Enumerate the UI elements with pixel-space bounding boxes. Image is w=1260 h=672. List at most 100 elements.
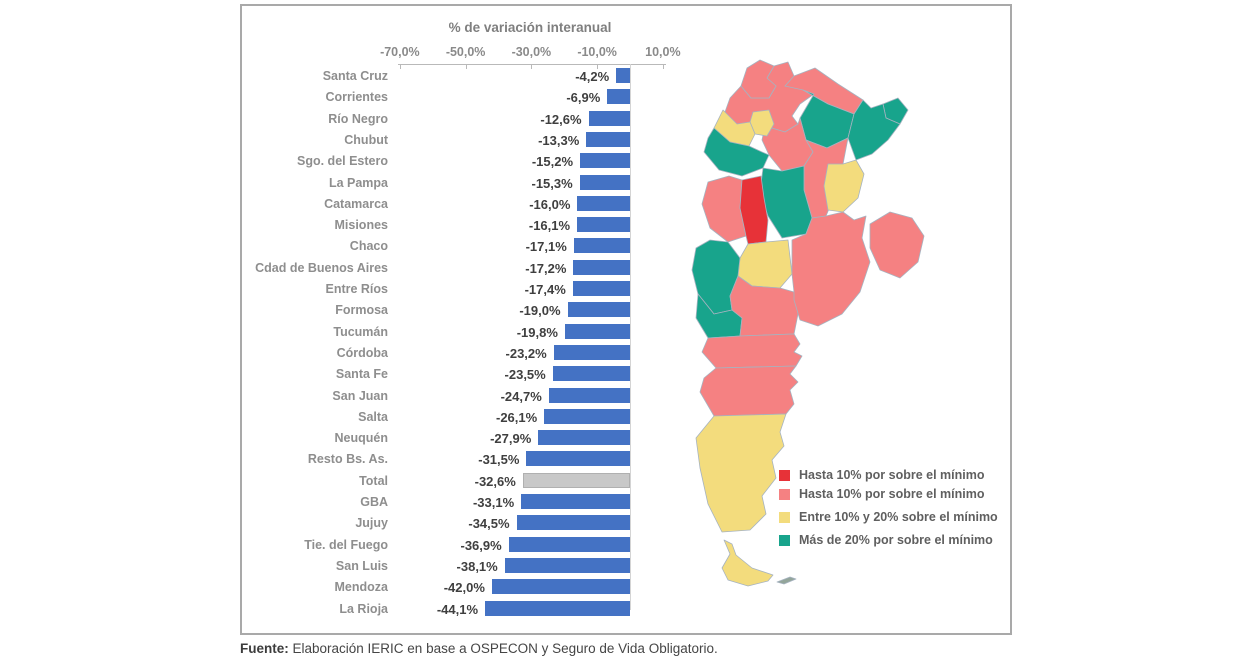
bar-chaco [573, 238, 630, 254]
map-region-rio-negro [701, 333, 803, 369]
map-region-islet [776, 576, 797, 585]
map-region-corrientes [847, 99, 901, 161]
category-label: Formosa [335, 303, 388, 318]
source-note-text: Elaboración IERIC en base a OSPECON y Se… [288, 641, 718, 656]
category-label: Jujuy [355, 516, 388, 531]
source-note: Fuente: Elaboración IERIC en base a OSPE… [240, 641, 718, 656]
bar-misiones [577, 217, 630, 233]
category-label: San Luis [335, 558, 388, 573]
map-region-buenos-aires [791, 211, 871, 327]
legend-item: Más de 20% por sobre el mínimo [779, 533, 993, 547]
bar-san-juan [548, 387, 630, 403]
legend-swatch-yellow [779, 511, 790, 523]
bar-san-luis [504, 557, 630, 573]
value-label: -15,3% [531, 175, 573, 191]
category-label: Corrientes [325, 90, 388, 105]
category-label: Resto Bs. As. [307, 452, 388, 467]
value-label: -33,1% [472, 495, 515, 510]
bar-mendoza [491, 579, 630, 595]
category-label: Tie. del Fuego [304, 537, 388, 552]
category-label: Salta [358, 409, 388, 424]
bar-r-o-negro [588, 110, 630, 126]
map-region-san-luis [737, 239, 793, 289]
bar-sgo-del-estero [580, 153, 630, 169]
legend-label: Hasta 10% por sobre el mínimo [799, 487, 985, 501]
value-label: -16,1% [528, 218, 571, 234]
value-label: -23,2% [505, 345, 547, 361]
category-label: La Rioja [339, 601, 388, 616]
legend-swatch-teal [779, 534, 790, 546]
category-label: Misiones [334, 218, 389, 233]
value-label: -19,0% [519, 303, 561, 319]
x-tick-mark [662, 64, 664, 69]
x-tick-mark [465, 64, 467, 69]
legend-label: Hasta 10% por sobre el mínimo [799, 468, 985, 482]
bar-santa-fe [552, 366, 630, 382]
bar-formosa [567, 302, 630, 318]
bar-neuqu-n [538, 430, 630, 446]
x-tick-label: -50,0% [445, 45, 486, 59]
x-tick-label: 10,0% [645, 45, 681, 59]
legend-item: Hasta 10% por sobre el mínimo [779, 468, 984, 482]
value-label: -19,8% [516, 324, 558, 340]
bar-salta [544, 408, 630, 424]
x-tick-mark [399, 64, 401, 69]
category-label: Cdad de Buenos Aires [255, 260, 388, 275]
value-label: -17,1% [525, 239, 567, 255]
bar-resto-bs-as- [526, 451, 630, 467]
value-label: -24,7% [500, 388, 542, 404]
value-label: -34,5% [468, 516, 510, 532]
x-tick-label: -70,0% [380, 45, 420, 59]
value-label: -38,1% [456, 558, 498, 574]
map-region-cordoba [759, 165, 813, 239]
x-tick-label: -10,0% [577, 45, 617, 59]
x-tick-mark [597, 64, 599, 69]
map-region-buenos-aires-este [869, 211, 925, 279]
category-label: Total [359, 473, 388, 488]
value-label: -16,0% [529, 196, 571, 212]
map-region-entre-rios [823, 159, 865, 213]
map-region-chubut [699, 365, 799, 417]
value-label: -12,6% [540, 111, 582, 127]
bar-la-rioja [485, 600, 630, 616]
category-label: Catamarca [324, 196, 388, 211]
category-label: Neuquén [334, 431, 388, 446]
value-label: -26,1% [495, 409, 538, 425]
value-label: -31,5% [478, 452, 520, 468]
x-tick-mark [531, 64, 533, 69]
map-region-san-juan [701, 175, 747, 243]
value-label: -23,5% [504, 367, 546, 383]
legend-item: Hasta 10% por sobre el mínimo [779, 487, 984, 501]
bar-santa-cruz [616, 68, 630, 83]
source-note-prefix: Fuente: [240, 641, 289, 656]
category-label: Mendoza [334, 580, 388, 595]
bar-catamarca [577, 195, 630, 211]
category-label: Santa Cruz [322, 69, 388, 83]
bar-chubut [586, 131, 630, 147]
chart-panel: % de variación interanual -70,0% -50,0% -3… [240, 4, 1012, 635]
map-region-jujuy [740, 59, 777, 99]
bar-tucum-n [564, 323, 630, 339]
category-label: San Juan [332, 388, 388, 403]
bar-la-pampa [579, 174, 630, 190]
legend-label: Entre 10% y 20% sobre el mínimo [799, 510, 998, 524]
category-label: Córdoba [336, 345, 388, 360]
value-label: -44,1% [436, 601, 479, 617]
bar-tie-del-fuego [508, 536, 630, 552]
bar-corrientes [607, 89, 630, 105]
value-label: -13,3% [538, 132, 580, 148]
category-label: Santa Fe [335, 367, 388, 382]
bar-entre-r-os [572, 281, 630, 296]
value-label: -32,6% [474, 473, 516, 489]
map-region-tierra-del-fuego [721, 539, 774, 587]
value-label: -42,0% [443, 580, 485, 596]
category-label: Río Negro [328, 111, 388, 126]
category-label: Chubut [344, 132, 388, 147]
zero-baseline [630, 64, 631, 610]
category-label: Chaco [349, 239, 388, 254]
value-label: -6,9% [566, 90, 601, 106]
category-label: Tucumán [333, 324, 388, 339]
value-label: -17,4% [524, 282, 566, 297]
bar-cdad-de-buenos-aires [573, 259, 630, 275]
category-label: Entre Ríos [325, 282, 388, 296]
